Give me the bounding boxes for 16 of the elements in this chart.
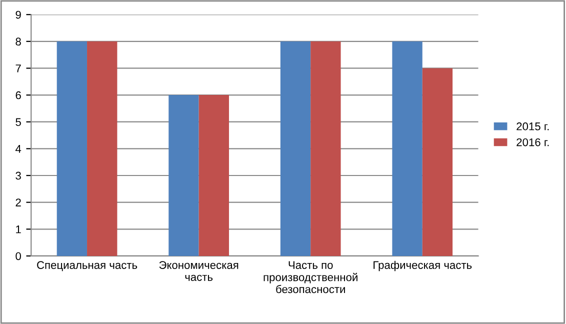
y-tick-label: 6 — [16, 91, 21, 100]
x-tick-label: Графическая часть — [374, 260, 472, 272]
x-tick-label: Часть по производственной безопасности — [264, 261, 358, 294]
y-tick-label: 9 — [16, 10, 21, 19]
y-tick-label: 8 — [16, 38, 21, 46]
y-tick-label: 7 — [16, 64, 21, 72]
x-tick-label: Специальная часть — [37, 261, 138, 272]
y-tick-label: 3 — [16, 172, 21, 180]
y-tick-label: 1 — [16, 226, 21, 234]
legend-label: 2015 г. — [516, 122, 549, 130]
y-tick-label: 0 — [16, 252, 21, 260]
y-tick-label: 5 — [16, 118, 21, 126]
legend-label: 2016 г. — [516, 138, 549, 146]
y-tick-label: 4 — [15, 145, 22, 153]
x-tick-label: Экономическая часть — [159, 261, 238, 281]
y-tick-label: 2 — [16, 198, 21, 206]
